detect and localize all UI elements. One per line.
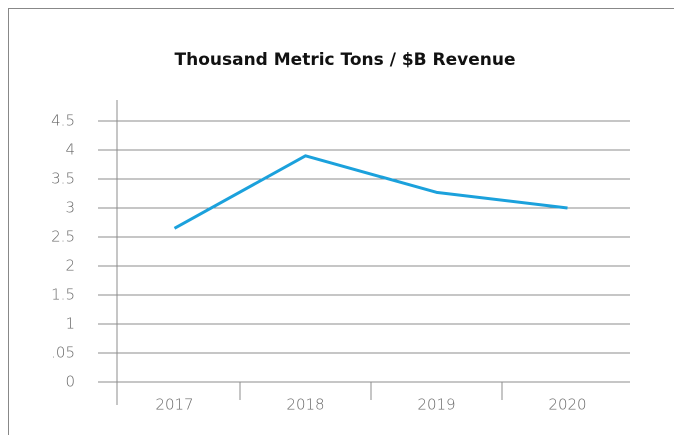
- y-tick-label: 3: [65, 199, 75, 217]
- y-tick-label: 2.5: [51, 228, 75, 246]
- y-tick-label: 1: [65, 315, 75, 333]
- x-tick-label: 2019: [417, 396, 455, 414]
- y-tick-label: 3.5: [51, 170, 75, 188]
- y-tick-label: 1.5: [51, 286, 75, 304]
- y-tick-label: 2: [65, 257, 75, 275]
- x-tick-label: 2020: [548, 396, 586, 414]
- y-tick-label: 4: [65, 141, 75, 159]
- line-series: [173, 154, 568, 230]
- frame: [8, 8, 674, 435]
- y-tick-label: 0: [65, 373, 75, 391]
- x-tick-label: 2017: [155, 396, 193, 414]
- x-tick-label: 2018: [286, 396, 324, 414]
- chart-title: Thousand Metric Tons / $B Revenue: [175, 50, 516, 70]
- y-tick-label: 4.5: [51, 112, 75, 130]
- y-tick-label: .05: [51, 344, 75, 362]
